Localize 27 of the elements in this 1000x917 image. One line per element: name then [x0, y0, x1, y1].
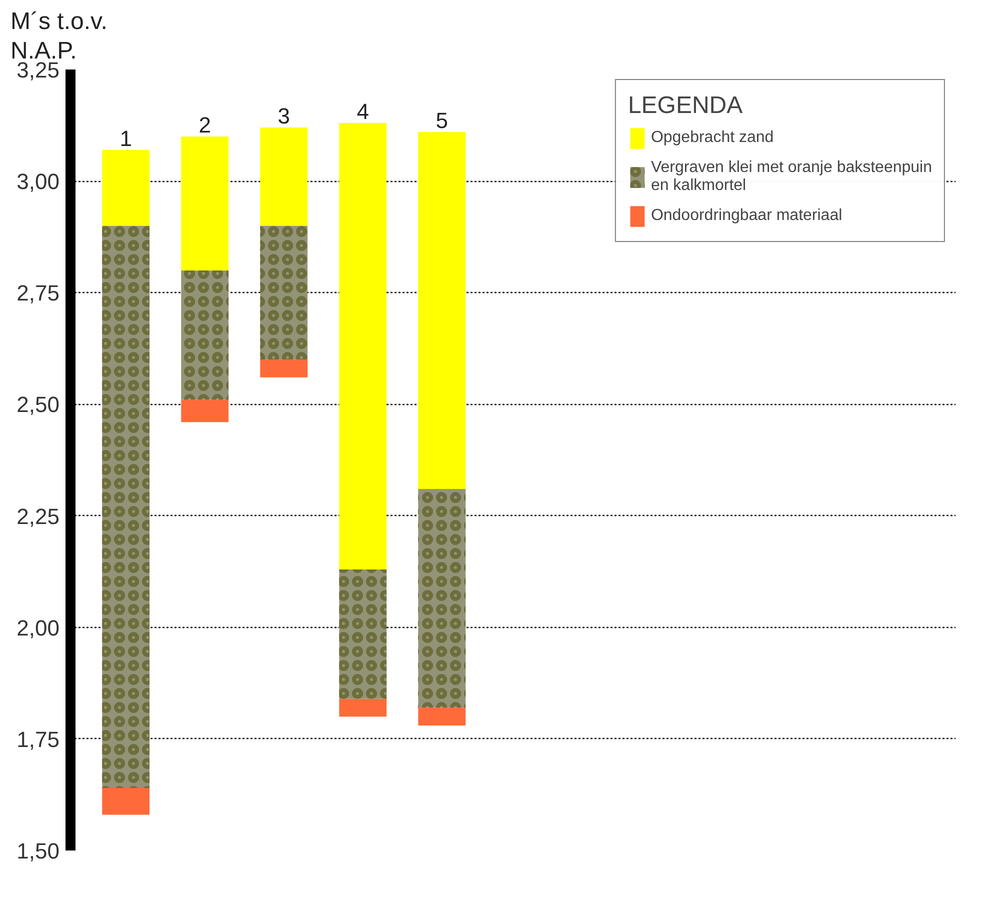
- legend-label: Opgebracht zand: [650, 129, 774, 147]
- bar: [181, 136, 229, 270]
- bar: [102, 788, 150, 815]
- x-tick-label: 2: [198, 112, 211, 138]
- bar: [418, 132, 466, 490]
- y-tick-label: 1,75: [16, 726, 60, 752]
- x-tick-label: 4: [356, 99, 369, 124]
- bar: [418, 708, 466, 726]
- bar: [339, 698, 387, 717]
- y-tick-label: 1,50: [16, 838, 60, 864]
- bar: [339, 123, 387, 570]
- x-tick-label: 5: [436, 108, 448, 133]
- y-tick-label: 3,25: [16, 58, 60, 82]
- legend-label: Vergraven klei met oranje baksteenpuin en kalkmortel: [650, 159, 932, 195]
- legend-title: LEGENDA: [628, 92, 744, 120]
- y-tick-label: 2,50: [16, 392, 60, 418]
- y-tick-label: 2,00: [16, 615, 60, 640]
- bar: [181, 400, 229, 422]
- x-tick-label: 3: [278, 104, 290, 129]
- bar: [102, 150, 150, 226]
- legend-label: Ondoordringbaar materiaal: [650, 207, 842, 225]
- x-tick-label: 1: [120, 126, 132, 151]
- bar: [260, 360, 308, 378]
- y-tick-label: 2,25: [16, 504, 60, 529]
- y-tick-label: 3,00: [16, 169, 60, 194]
- y-tick-label: 2,75: [16, 280, 60, 306]
- bar: [260, 128, 308, 226]
